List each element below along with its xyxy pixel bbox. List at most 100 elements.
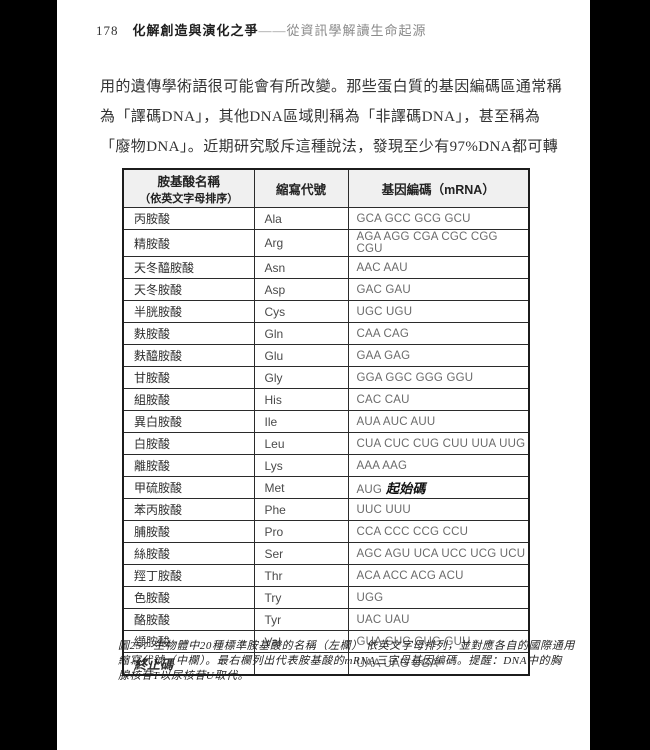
table-row: 羥丁胺酸 Thr ACA ACC ACG ACU	[122, 564, 530, 587]
figure-caption: 圖25：生物體中20種標準胺基酸的名稱（左欄） 依英文字母排列，並對應各自的國際…	[118, 639, 575, 684]
amino-acid-abbreviation: Glu	[253, 344, 349, 367]
codon-list: CCA CCC CCG CCU	[347, 520, 530, 543]
amino-acid-abbreviation: Leu	[253, 432, 349, 455]
codon-list: CAC CAU	[347, 388, 530, 411]
amino-acid-name: 離胺酸	[122, 454, 255, 477]
amino-acid-name: 丙胺酸	[122, 207, 255, 230]
table-row: 苯丙胺酸 Phe UUC UUU	[122, 498, 530, 521]
table-row: 甘胺酸 Gly GGA GGC GGG GGU	[122, 366, 530, 389]
page-edge-left	[0, 0, 57, 750]
amino-acid-abbreviation: Cys	[253, 300, 349, 323]
table-header-row: 胺基酸名稱 （依英文字母排序） 縮寫代號 基因編碼（mRNA）	[122, 168, 530, 208]
amino-acid-abbreviation: Arg	[253, 229, 349, 257]
amino-acid-name: 苯丙胺酸	[122, 498, 255, 521]
amino-acid-abbreviation: Ile	[253, 410, 349, 433]
codon-list: ACA ACC ACG ACU	[347, 564, 530, 587]
amino-acid-name: 羥丁胺酸	[122, 564, 255, 587]
codon-list: CUA CUC CUG CUU UUA UUG	[347, 432, 530, 455]
amino-acid-name: 異白胺酸	[122, 410, 255, 433]
table-row: 麩醯胺酸 Glu GAA GAG	[122, 344, 530, 367]
table-row: 組胺酸 His CAC CAU	[122, 388, 530, 411]
codon-list: GAC GAU	[347, 278, 530, 301]
caption-line: 圖25：生物體中20種標準胺基酸的名稱（左欄） 依英文字母排列，並對應各自的國際…	[118, 640, 575, 652]
amino-acid-abbreviation: Phe	[253, 498, 349, 521]
codon-list: UAC UAU	[347, 608, 530, 631]
amino-acid-name: 組胺酸	[122, 388, 255, 411]
amino-acid-name: 甲硫胺酸	[122, 476, 255, 499]
book-subtitle: ——從資訊學解讀生命起源	[258, 23, 427, 38]
codon-list: CAA CAG	[347, 322, 530, 345]
amino-acid-name: 白胺酸	[122, 432, 255, 455]
codon-list: UGG	[347, 586, 530, 609]
amino-acid-name: 甘胺酸	[122, 366, 255, 389]
amino-acid-name: 精胺酸	[122, 229, 255, 257]
codon-list: UGC UGU	[347, 300, 530, 323]
amino-acid-abbreviation: Met	[253, 476, 349, 499]
codon-note: 起始碼	[386, 481, 426, 496]
table-row: 終止碼 UAA UAG UGA	[122, 652, 530, 676]
amino-acid-name: 半胱胺酸	[122, 300, 255, 323]
caption-line: 縮寫代號（中欄）。最右欄列出代表胺基酸的mRNA三字母基因編碼。提醒：DNA中的…	[118, 655, 562, 667]
codon-list: AGC AGU UCA UCC UCG UCU	[347, 542, 530, 565]
amino-acid-name: 天冬胺酸	[122, 278, 255, 301]
amino-acid-abbreviation: Lys	[253, 454, 349, 477]
header-abbreviation: 縮寫代號	[253, 168, 349, 208]
table-row: 天冬醯胺酸 Asn AAC AAU	[122, 256, 530, 279]
codon-list: GUA GUC GUG GUU	[347, 630, 530, 653]
codon-list: AUG 起始碼	[347, 476, 530, 499]
table-row: 半胱胺酸 Cys UGC UGU	[122, 300, 530, 323]
table-row: 甲硫胺酸 Met AUG 起始碼	[122, 476, 530, 499]
table-row: 精胺酸 Arg AGA AGG CGA CGC CGG CGU	[122, 229, 530, 257]
paragraph-line: 用的遺傳學術語很可能會有所改變。那些蛋白質的基因編碼區通常稱	[100, 79, 563, 95]
table-row: 脯胺酸 Pro CCA CCC CCG CCU	[122, 520, 530, 543]
header-amino-acid-name: 胺基酸名稱 （依英文字母排序）	[122, 168, 255, 208]
table-row: 異白胺酸 Ile AUA AUC AUU	[122, 410, 530, 433]
amino-acid-name: 麩醯胺酸	[122, 344, 255, 367]
codon-list: GAA GAG	[347, 344, 530, 367]
amino-acid-name: 色胺酸	[122, 586, 255, 609]
paragraph-line: 為「譯碼DNA」，其他DNA區域則稱為「非譯碼DNA」，甚至稱為	[100, 109, 541, 125]
table-row: 天冬胺酸 Asp GAC GAU	[122, 278, 530, 301]
amino-acid-name: 終止碼	[122, 652, 255, 676]
amino-acid-abbreviation: Asn	[253, 256, 349, 279]
amino-acid-abbreviation: Try	[253, 586, 349, 609]
amino-acid-name: 絲胺酸	[122, 542, 255, 565]
table-row: 酪胺酸 Tyr UAC UAU	[122, 608, 530, 631]
header-name-line2: （依英文字母排序）	[139, 193, 239, 205]
codon-list: UUC UUU	[347, 498, 530, 521]
amino-acid-abbreviation: Pro	[253, 520, 349, 543]
page-number: 178	[96, 23, 119, 38]
amino-acid-name: 麩胺酸	[122, 322, 255, 345]
codon-list: AAC AAU	[347, 256, 530, 279]
codon-list: AUA AUC AUU	[347, 410, 530, 433]
table-row: 纈胺酸 Val GUA GUC GUG GUU	[122, 630, 530, 653]
amino-acid-abbreviation: Ala	[253, 207, 349, 230]
amino-acid-abbreviation: Asp	[253, 278, 349, 301]
codon-list: GCA GCC GCG GCU	[347, 207, 530, 230]
page-edge-right	[590, 0, 650, 750]
codon-list: AGA AGG CGA CGC CGG CGU	[347, 229, 530, 257]
amino-acid-abbreviation: Gly	[253, 366, 349, 389]
table-row: 離胺酸 Lys AAA AAG	[122, 454, 530, 477]
table-row: 丙胺酸 Ala GCA GCC GCG GCU	[122, 207, 530, 230]
amino-acid-abbreviation: Gln	[253, 322, 349, 345]
codon-table-body: 丙胺酸 Ala GCA GCC GCG GCU 精胺酸 Arg AGA AGG CGA C…	[122, 207, 530, 676]
table-row: 絲胺酸 Ser AGC AGU UCA UCC UCG UCU	[122, 542, 530, 565]
amino-acid-abbreviation: Tyr	[253, 608, 349, 631]
amino-acid-name: 天冬醯胺酸	[122, 256, 255, 279]
codon-table-wrapper: 胺基酸名稱 （依英文字母排序） 縮寫代號 基因編碼（mRNA） 丙胺酸 Ala GC…	[122, 168, 530, 676]
amino-acid-name: 脯胺酸	[122, 520, 255, 543]
amino-acid-abbreviation: Thr	[253, 564, 349, 587]
header-name-line1: 胺基酸名稱	[157, 175, 220, 189]
header-genetic-code: 基因編碼（mRNA）	[347, 168, 530, 208]
codon-list: GGA GGC GGG GGU	[347, 366, 530, 389]
amino-acid-name: 酪胺酸	[122, 608, 255, 631]
table-row: 白胺酸 Leu CUA CUC CUG CUU UUA UUG	[122, 432, 530, 455]
body-paragraph: 用的遺傳學術語很可能會有所改變。那些蛋白質的基因編碼區通常稱 為「譯碼DNA」，…	[100, 72, 563, 162]
amino-acid-name: 纈胺酸	[122, 630, 255, 653]
amino-acid-abbreviation: Ser	[253, 542, 349, 565]
paragraph-line: 「廢物DNA」。近期研究駁斥這種說法，發現至少有97%DNA都可轉	[100, 139, 559, 155]
table-row: 色胺酸 Try UGG	[122, 586, 530, 609]
running-head: 178 化解創造與演化之爭——從資訊學解讀生命起源	[96, 20, 556, 39]
amino-acid-abbreviation: His	[253, 388, 349, 411]
